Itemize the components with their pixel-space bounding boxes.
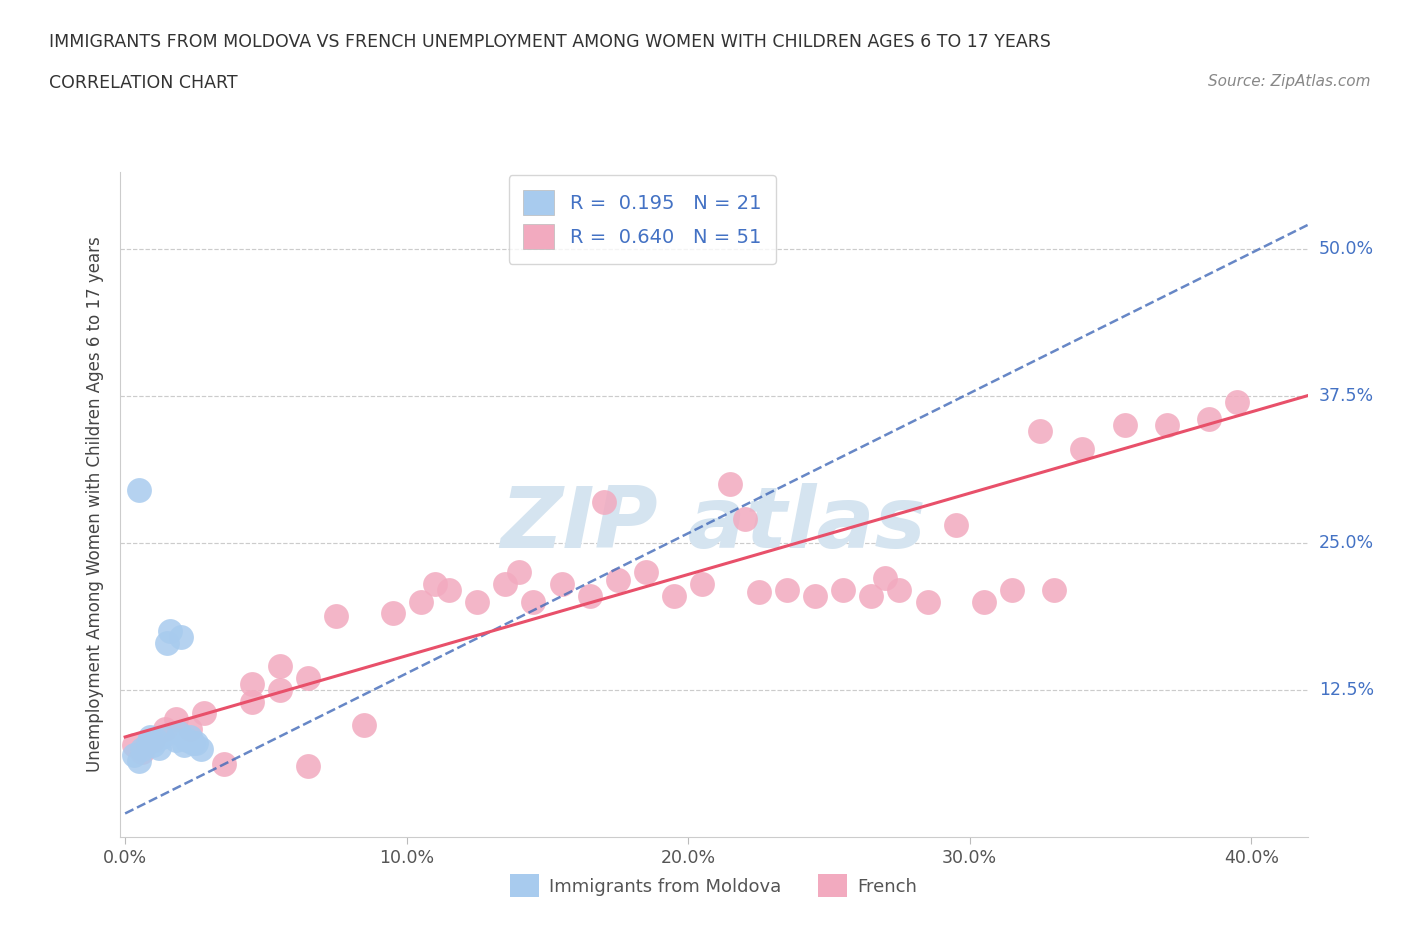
Point: [142, 733, 165, 748]
Point: [173, 737, 195, 752]
Y-axis label: Unemployment Among Women with Children Ages 6 to 17 years: Unemployment Among Women with Children A…: [86, 236, 104, 773]
Point: [634, 565, 657, 579]
Point: [269, 683, 291, 698]
Point: [240, 694, 263, 709]
Point: [145, 733, 167, 748]
Point: [131, 741, 153, 756]
Point: [159, 624, 181, 639]
Point: [776, 582, 799, 597]
Point: [522, 594, 544, 609]
Point: [122, 747, 145, 762]
Point: [136, 736, 159, 751]
Point: [297, 759, 319, 774]
Point: [1156, 418, 1178, 432]
Point: [578, 589, 600, 604]
Point: [139, 729, 162, 744]
Legend: Immigrants from Moldova, French: Immigrants from Moldova, French: [502, 867, 925, 905]
Point: [1114, 418, 1136, 432]
Point: [381, 606, 404, 621]
Point: [193, 706, 215, 721]
Point: [269, 659, 291, 674]
Text: 37.5%: 37.5%: [1319, 387, 1374, 405]
Text: CORRELATION CHART: CORRELATION CHART: [49, 74, 238, 92]
Point: [1029, 423, 1052, 438]
Point: [409, 594, 432, 609]
Point: [153, 722, 176, 737]
Point: [212, 757, 235, 772]
Point: [165, 711, 187, 726]
Point: [1198, 412, 1220, 427]
Point: [131, 745, 153, 760]
Point: [875, 571, 897, 586]
Point: [1043, 582, 1066, 597]
Point: [465, 594, 488, 609]
Text: Source: ZipAtlas.com: Source: ZipAtlas.com: [1208, 74, 1371, 89]
Point: [190, 741, 212, 756]
Point: [423, 577, 446, 591]
Point: [945, 518, 967, 533]
Point: [165, 733, 187, 748]
Point: [832, 582, 855, 597]
Point: [156, 635, 179, 650]
Point: [889, 582, 911, 597]
Point: [142, 737, 165, 752]
Point: [662, 589, 685, 604]
Point: [176, 733, 198, 748]
Point: [128, 483, 150, 498]
Point: [184, 736, 207, 751]
Point: [804, 589, 827, 604]
Point: [122, 737, 145, 752]
Point: [1226, 394, 1249, 409]
Point: [860, 589, 883, 604]
Text: 12.5%: 12.5%: [1319, 681, 1374, 698]
Point: [128, 753, 150, 768]
Point: [181, 736, 204, 751]
Point: [917, 594, 939, 609]
Point: [167, 726, 190, 741]
Point: [179, 729, 201, 744]
Text: 25.0%: 25.0%: [1319, 534, 1374, 551]
Point: [748, 585, 770, 600]
Point: [550, 577, 572, 591]
Point: [1001, 582, 1024, 597]
Point: [179, 722, 201, 737]
Point: [353, 718, 375, 733]
Point: [690, 577, 713, 591]
Point: [592, 494, 614, 509]
Point: [973, 594, 995, 609]
Point: [240, 676, 263, 691]
Point: [170, 630, 193, 644]
Point: [720, 476, 742, 491]
Point: [297, 671, 319, 685]
Point: [734, 512, 756, 526]
Point: [1071, 441, 1094, 456]
Point: [325, 608, 347, 623]
Point: [508, 565, 530, 579]
Point: [437, 582, 460, 597]
Point: [150, 729, 173, 744]
Text: 50.0%: 50.0%: [1319, 240, 1374, 258]
Text: IMMIGRANTS FROM MOLDOVA VS FRENCH UNEMPLOYMENT AMONG WOMEN WITH CHILDREN AGES 6 : IMMIGRANTS FROM MOLDOVA VS FRENCH UNEMPL…: [49, 33, 1052, 50]
Point: [494, 577, 516, 591]
Text: ZIP atlas: ZIP atlas: [501, 483, 927, 566]
Point: [606, 573, 628, 588]
Point: [148, 740, 170, 755]
